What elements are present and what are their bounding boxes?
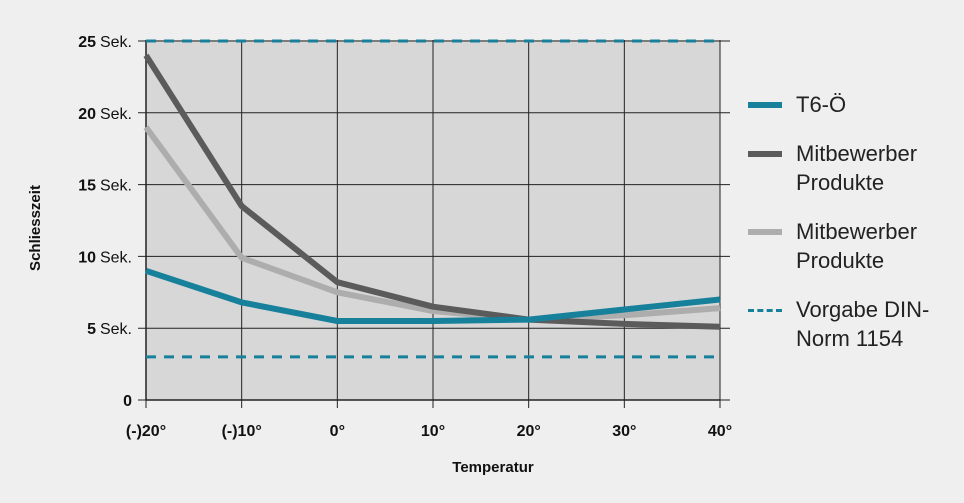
legend-label-line: Norm 1154 [796, 326, 904, 351]
y-tick-label: 15 Sek. [78, 178, 132, 195]
legend-label-line: T6-Ö [796, 92, 847, 117]
legend-swatch [748, 229, 782, 235]
series-layer [143, 39, 721, 359]
grid [138, 40, 730, 408]
legend-swatch [748, 309, 782, 312]
x-axis-title: Temperatur [452, 459, 534, 476]
x-tick-label: (-)10° [222, 423, 262, 440]
legend-swatch [748, 151, 782, 157]
y-tick-label: 25 Sek. [78, 34, 132, 51]
y-tick-label: 0 [123, 393, 132, 410]
series-line-0 [145, 267, 721, 324]
legend-label: Mitbewerber Produkte [796, 139, 917, 197]
series-line-2 [143, 125, 721, 323]
legend-item-competitor-light: Mitbewerber Produkte [748, 217, 958, 275]
legend: T6-Ö Mitbewerber Produkte Mitbewerber Pr… [748, 90, 958, 373]
legend-item-competitor-dark: Mitbewerber Produkte [748, 139, 958, 197]
legend-label-line: Mitbewerber [796, 141, 918, 166]
legend-label-line: Mitbewerber [796, 219, 918, 244]
y-axis-title: Schliesszeit [27, 185, 44, 271]
series-line-1 [143, 53, 721, 330]
y-tick-label: 10 Sek. [78, 249, 132, 266]
legend-label-line: Vorgabe DIN- [796, 297, 930, 322]
legend-label: Vorgabe DIN- Norm 1154 [796, 295, 929, 353]
legend-label: Mitbewerber Produkte [796, 217, 917, 275]
legend-swatch [748, 102, 782, 108]
x-tick-label: 0° [330, 423, 345, 440]
x-tick-label: 10° [421, 423, 445, 440]
y-tick-label: 20 Sek. [78, 106, 132, 123]
x-tick-label: 40° [708, 423, 732, 440]
legend-item-din-norm: Vorgabe DIN- Norm 1154 [748, 295, 958, 353]
legend-item-t6: T6-Ö [748, 90, 958, 119]
x-tick-label: (-)20° [126, 423, 166, 440]
legend-label-line: Produkte [796, 248, 885, 273]
x-tick-label: 30° [612, 423, 636, 440]
y-tick-label: 5 Sek. [87, 321, 132, 338]
tick-labels: 0 5 Sek. 10 Sek. 15 Sek. 20 Sek. 25 Sek. (-)20° (-)1… [78, 34, 732, 440]
legend-label: T6-Ö [796, 90, 846, 119]
legend-label-line: Produkte [796, 170, 885, 195]
x-tick-label: 20° [517, 423, 541, 440]
